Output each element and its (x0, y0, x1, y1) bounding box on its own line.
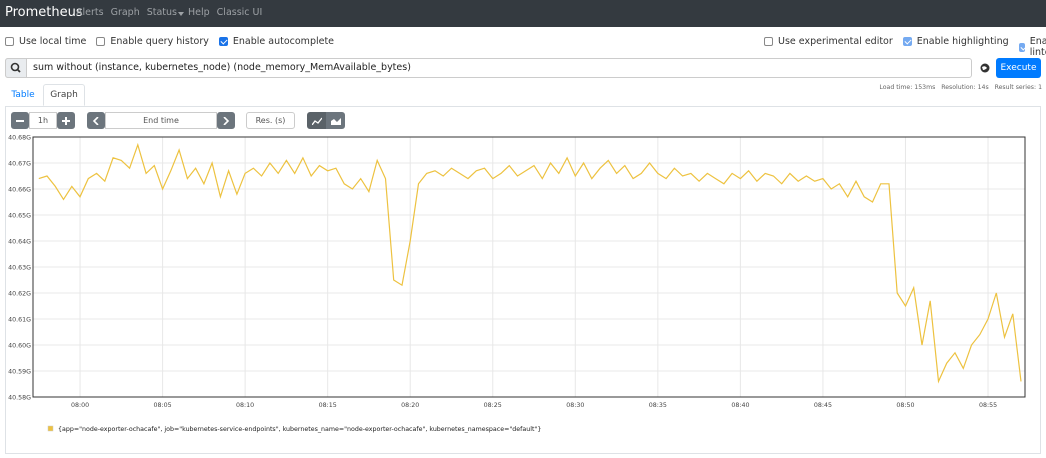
nav-link[interactable]: Status (146, 7, 177, 18)
nav-link[interactable]: Alerts (76, 7, 104, 18)
option-label: Enable highlighting (916, 36, 1009, 47)
nav-link[interactable]: Graph (110, 7, 140, 18)
caret (178, 12, 184, 16)
x-tick-label: 08:10 (236, 402, 254, 409)
y-tick-label: 40.63G (8, 265, 31, 272)
graph-panel (5, 106, 1041, 454)
left-icon (92, 116, 99, 125)
nav-link[interactable]: Classic UI (216, 7, 263, 18)
tab[interactable]: Table (11, 90, 35, 100)
brand[interactable]: Prometheus (5, 5, 83, 20)
globe-icon[interactable] (979, 62, 991, 74)
right-icon (223, 116, 230, 125)
y-tick-label: 40.66G (8, 187, 31, 194)
option-label: Enable query history (110, 36, 209, 47)
option[interactable]: Enable autocomplete (218, 36, 335, 47)
x-tick-label: 08:15 (319, 402, 337, 409)
y-tick-label: 40.64G (8, 239, 31, 246)
end-time-input[interactable]: End time (105, 112, 217, 129)
checkbox[interactable] (218, 37, 228, 46)
chart: 40.58G 40.59G 40.60G 40.61G 40.62G 40.63G 40.6… (8, 135, 1026, 433)
option-label: Enable autocomplete (232, 36, 335, 47)
line-mode[interactable] (307, 112, 326, 129)
y-tick-label: 40.58G (8, 395, 31, 402)
minus-icon (16, 119, 24, 122)
option-label: Use local time (19, 36, 87, 47)
navbar: Prometheus Alerts Graph Status Help Classic … (0, 0, 1046, 27)
option[interactable]: Use local time (5, 36, 86, 47)
magnifier (10, 62, 21, 73)
x-tick-label: 08:30 (566, 402, 584, 409)
range-input[interactable]: 1h (29, 112, 57, 129)
y-tick-label: 40.62G (8, 291, 31, 298)
checkbox[interactable] (5, 37, 14, 46)
y-tick-label: 40.65G (8, 213, 31, 220)
nav-link[interactable]: Help (188, 7, 210, 18)
option-label: Use experimental editor (778, 36, 893, 47)
x-tick-label: 08:25 (484, 402, 502, 409)
option[interactable]: Use experimental editor (764, 36, 893, 47)
checkbox[interactable] (764, 37, 773, 46)
y-tick-label: 40.61G (8, 317, 31, 324)
checkbox[interactable] (1018, 42, 1025, 52)
stacked-mode[interactable] (326, 112, 345, 129)
x-tick-label: 08:40 (731, 402, 749, 409)
option[interactable]: Enable linter (1018, 36, 1046, 58)
x-tick-label: 08:45 (814, 402, 832, 409)
option-label: Enable linter (1029, 36, 1046, 58)
tab-active[interactable]: Graph (43, 84, 85, 106)
area-icon (330, 117, 341, 125)
checkbox[interactable] (902, 37, 912, 46)
x-tick-label: 08:35 (649, 402, 667, 409)
query-stats: Load time: 153ms Resolution: 14s Result … (879, 84, 1042, 91)
search-icon (5, 58, 27, 78)
checkbox[interactable] (96, 37, 106, 46)
legend-swatch (47, 425, 54, 432)
x-tick-label: 08:05 (154, 402, 172, 409)
series-line (38, 142, 1022, 384)
plot-border (32, 136, 1026, 398)
y-tick-label: 40.67G (8, 161, 31, 168)
range-plus[interactable] (57, 112, 75, 129)
y-tick-label: 40.59G (8, 369, 31, 376)
x-tick-label: 08:55 (979, 402, 997, 409)
time-forward[interactable] (217, 112, 235, 129)
x-tick-label: 08:50 (896, 402, 914, 409)
execute-button[interactable]: Execute (996, 58, 1041, 78)
option[interactable]: Enable highlighting (902, 36, 1009, 47)
option[interactable]: Enable query history (96, 36, 209, 47)
resolution-input[interactable]: Res. (s) (246, 112, 295, 129)
x-tick-label: 08:00 (71, 402, 89, 409)
x-tick-label: 08:20 (401, 402, 419, 409)
query-text: sum without (instance, kubernetes_node) … (33, 62, 411, 73)
plus-icon (62, 116, 70, 125)
y-tick-label: 40.60G (8, 343, 31, 350)
time-back[interactable] (87, 112, 105, 129)
range-minus[interactable] (11, 112, 29, 129)
line-icon (311, 117, 322, 125)
y-tick-label: 40.68G (8, 135, 31, 142)
legend-label: {app="node-exporter-ochacafe", job="kube… (58, 426, 541, 433)
